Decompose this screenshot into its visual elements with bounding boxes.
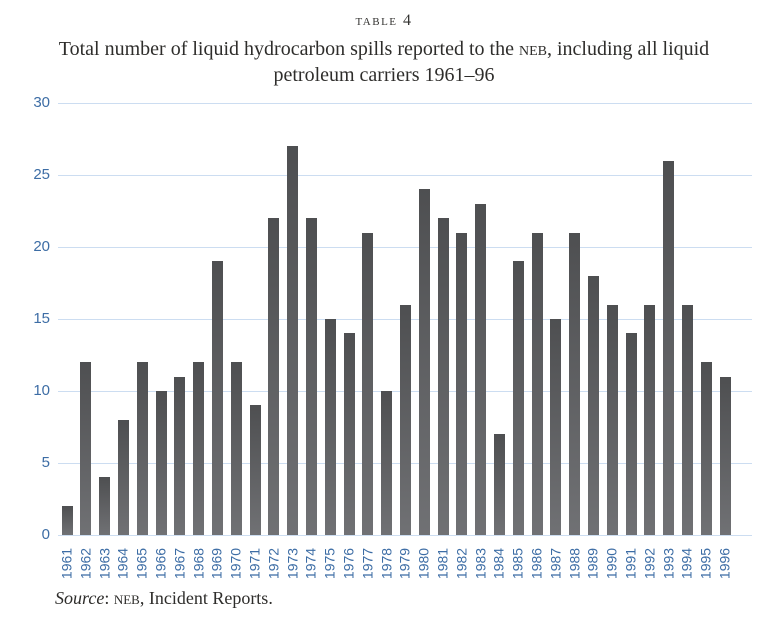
bar-1972 (268, 218, 280, 535)
x-axis-label-1989: 1989 (584, 547, 601, 580)
bar-1991 (625, 333, 637, 535)
bar-1981 (437, 218, 449, 535)
x-axis-label-1974: 1974 (302, 547, 319, 580)
y-axis-tick-label-0: 0 (41, 526, 50, 543)
x-axis-label-1970: 1970 (227, 547, 244, 580)
bar-1986 (531, 232, 543, 535)
bar-1963 (99, 477, 111, 535)
bar-1965 (136, 362, 148, 535)
bar-1995 (700, 362, 712, 535)
x-axis-label-1984: 1984 (490, 547, 507, 580)
y-axis-tick-label-15: 15 (33, 310, 50, 327)
bar-1964 (117, 419, 129, 535)
x-axis-label-1993: 1993 (660, 547, 677, 580)
bar-1993 (663, 160, 675, 535)
x-axis-label-1991: 1991 (622, 547, 639, 580)
bar-1974 (305, 218, 317, 535)
x-axis-label-1973: 1973 (284, 547, 301, 580)
x-axis-label-1994: 1994 (678, 547, 695, 580)
y-axis-tick-label-10: 10 (33, 382, 50, 399)
chart-title: Total number of liquid hydrocarbon spill… (0, 36, 768, 88)
bar-1967 (174, 376, 186, 535)
x-axis-label-1964: 1964 (114, 547, 131, 580)
source-neb-smallcaps: neb (113, 588, 140, 608)
x-axis-label-1987: 1987 (547, 547, 564, 580)
x-axis-label-1980: 1980 (415, 547, 432, 580)
chart-title-line2: petroleum carriers 1961–96 (273, 64, 495, 86)
bar-1962 (80, 362, 92, 535)
x-axis-label-1967: 1967 (171, 547, 188, 580)
x-axis-label-1981: 1981 (434, 547, 451, 580)
bar-1969 (211, 261, 223, 535)
bar-1966 (155, 391, 167, 535)
x-axis-label-1963: 1963 (96, 547, 113, 580)
x-axis-label-1971: 1971 (246, 547, 263, 580)
x-axis-label-1985: 1985 (509, 547, 526, 580)
gridline-y20 (58, 246, 752, 248)
title-text-post: , including all liquid (546, 38, 710, 60)
y-axis-tick-label-25: 25 (33, 166, 50, 183)
bar-1976 (343, 333, 355, 535)
bar-1990 (606, 304, 618, 535)
x-axis-label-1968: 1968 (190, 547, 207, 580)
x-axis-label-1978: 1978 (378, 547, 395, 580)
x-axis-label-1996: 1996 (716, 547, 733, 580)
gridline-y0 (58, 534, 752, 536)
source-rest: , Incident Reports. (139, 588, 273, 608)
bar-1982 (456, 232, 468, 535)
gridline-y25 (58, 174, 752, 176)
bar-1971 (249, 405, 261, 535)
x-axis-label-1977: 1977 (359, 547, 376, 580)
source-note: Source: neb, Incident Reports. (55, 588, 273, 609)
x-axis-label-1988: 1988 (566, 547, 583, 580)
bar-1961 (61, 506, 73, 535)
x-axis-label-1983: 1983 (472, 547, 489, 580)
bar-1988 (569, 232, 581, 535)
bar-1996 (719, 376, 731, 535)
x-axis-label-1969: 1969 (208, 547, 225, 580)
title-neb-smallcaps: neb (518, 38, 547, 60)
x-axis-label-1965: 1965 (133, 547, 150, 580)
bar-1994 (681, 304, 693, 535)
bar-1987 (550, 319, 562, 535)
table-number-label: table 4 (355, 12, 413, 29)
y-axis-tick-label-30: 30 (33, 94, 50, 111)
x-axis-label-1979: 1979 (396, 547, 413, 580)
x-axis-label-1966: 1966 (152, 547, 169, 580)
bar-1992 (644, 304, 656, 535)
bar-1977 (362, 232, 374, 535)
bar-1983 (475, 203, 487, 535)
x-axis-label-1992: 1992 (641, 547, 658, 580)
bar-1985 (512, 261, 524, 535)
bar-1970 (230, 362, 242, 535)
gridline-y30 (58, 102, 752, 104)
y-axis-tick-label-20: 20 (33, 238, 50, 255)
bar-1980 (418, 189, 430, 535)
x-axis-label-1976: 1976 (340, 547, 357, 580)
x-axis-label-1975: 1975 (321, 547, 338, 580)
x-axis-label-1972: 1972 (265, 547, 282, 580)
x-axis-label-1990: 1990 (603, 547, 620, 580)
bar-1984 (493, 434, 505, 535)
y-axis-tick-label-5: 5 (41, 454, 50, 471)
bar-1975 (324, 319, 336, 535)
x-axis-label-1982: 1982 (453, 547, 470, 580)
x-axis-label-1961: 1961 (58, 547, 75, 580)
x-axis-label-1986: 1986 (528, 547, 545, 580)
bar-1979 (399, 304, 411, 535)
bar-1973 (287, 146, 299, 535)
source-label: Source (55, 588, 105, 608)
x-axis-label-1995: 1995 (697, 547, 714, 580)
bar-1989 (587, 275, 599, 535)
source-separator: : (104, 588, 114, 608)
bar-1978 (381, 391, 393, 535)
bar-1968 (193, 362, 205, 535)
chart-title-line1: Total number of liquid hydrocarbon spill… (0, 36, 768, 62)
title-text-pre: Total number of liquid hydrocarbon spill… (58, 38, 519, 60)
x-axis-label-1962: 1962 (77, 547, 94, 580)
